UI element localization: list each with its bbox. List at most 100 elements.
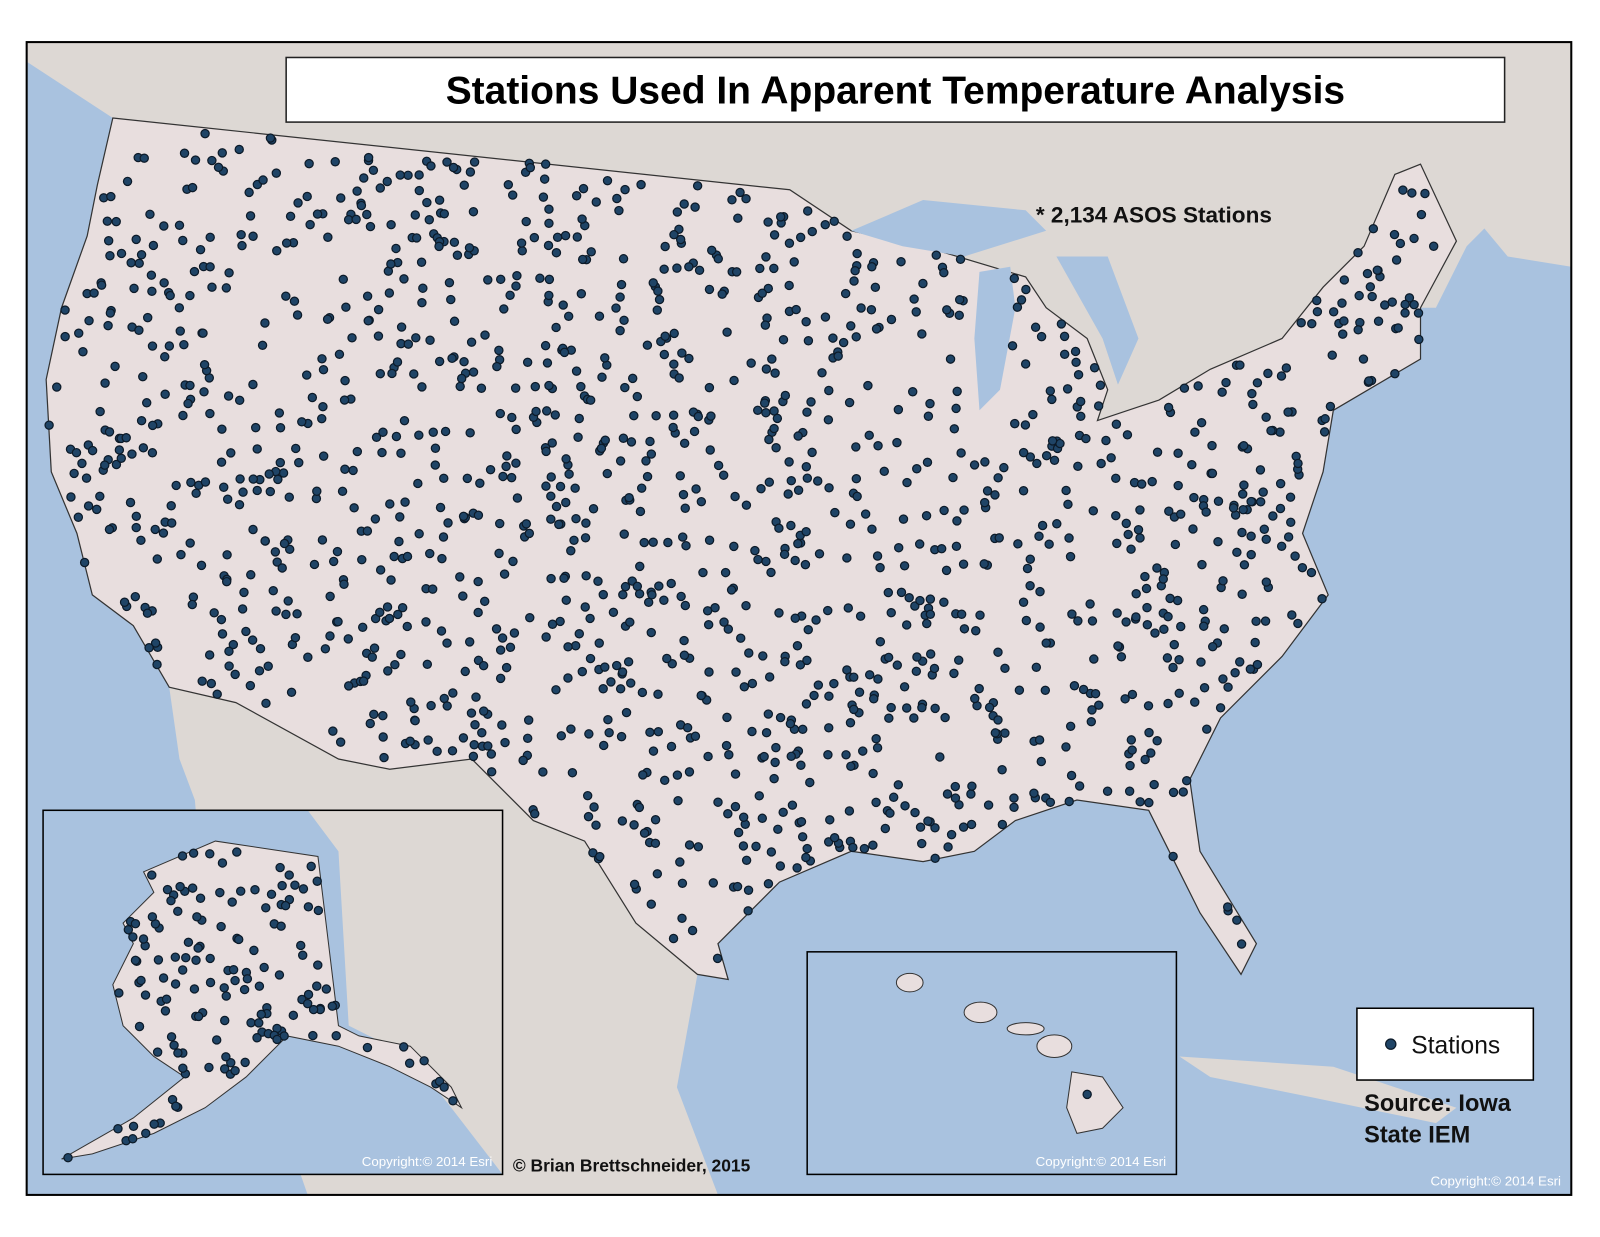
station: [273, 474, 283, 485]
station: [417, 297, 427, 308]
station: [713, 460, 724, 471]
station: [643, 597, 654, 608]
station: [338, 274, 349, 285]
station: [1251, 616, 1261, 627]
station: [673, 795, 683, 806]
station: [546, 491, 556, 501]
station: [1325, 401, 1336, 412]
station: [541, 406, 552, 416]
station: [618, 254, 629, 264]
station: [648, 746, 659, 756]
station: [1144, 797, 1154, 808]
station: [136, 535, 146, 546]
station: [351, 214, 361, 225]
station: [365, 718, 375, 729]
station: [719, 617, 729, 627]
station: [866, 305, 877, 315]
station: [495, 518, 505, 529]
station: [379, 752, 389, 763]
station: [635, 561, 645, 572]
station: [1306, 567, 1317, 578]
station: [551, 685, 561, 695]
station: [910, 807, 920, 818]
station: [1021, 284, 1031, 295]
station: [237, 240, 247, 251]
station: [901, 703, 912, 713]
station: [521, 216, 531, 227]
station: [659, 775, 670, 786]
station: [1025, 554, 1035, 564]
station: [227, 897, 237, 907]
station: [266, 889, 277, 900]
station: [369, 643, 380, 653]
station: [312, 209, 323, 219]
station: [128, 1121, 139, 1132]
station: [896, 587, 907, 598]
station: [802, 843, 812, 854]
station: [1283, 532, 1294, 542]
station: [1059, 349, 1070, 360]
station: [160, 352, 170, 362]
station: [293, 198, 303, 208]
station: [1420, 188, 1430, 199]
station: [698, 567, 708, 578]
station: [1031, 662, 1042, 673]
station: [741, 193, 751, 204]
station: [911, 666, 922, 677]
station: [469, 157, 480, 167]
station: [444, 277, 455, 288]
station: [89, 288, 99, 298]
station: [509, 628, 520, 638]
station: [639, 828, 650, 838]
station: [1248, 399, 1258, 410]
station: [921, 511, 932, 521]
station: [275, 423, 286, 433]
station: [1088, 506, 1099, 516]
station: [1143, 701, 1154, 711]
station: [275, 862, 285, 873]
station: [382, 176, 392, 187]
station: [276, 921, 286, 931]
station: [751, 841, 761, 852]
station: [574, 413, 584, 424]
station: [586, 247, 596, 257]
station: [798, 724, 808, 735]
station: [721, 740, 732, 751]
station: [303, 652, 313, 662]
station: [522, 733, 533, 744]
station: [518, 755, 528, 766]
station: [690, 731, 701, 741]
station: [1159, 624, 1169, 634]
station: [238, 487, 248, 497]
station: [1000, 728, 1010, 738]
station: [760, 320, 771, 330]
station: [183, 398, 193, 409]
station: [280, 900, 291, 911]
station: [660, 331, 670, 341]
station: [1082, 1089, 1092, 1100]
station: [588, 504, 599, 514]
station: [373, 304, 384, 315]
station: [951, 541, 962, 552]
station: [824, 385, 834, 396]
station: [173, 1048, 183, 1058]
station: [883, 587, 894, 598]
station: [636, 179, 646, 190]
station: [525, 612, 535, 623]
station: [1165, 593, 1175, 604]
station: [805, 777, 815, 788]
station: [842, 553, 852, 563]
big-island: [1066, 1071, 1124, 1134]
station: [747, 678, 758, 689]
station: [641, 456, 651, 466]
station: [375, 183, 386, 193]
station: [1246, 549, 1256, 560]
station: [226, 1058, 236, 1068]
station: [746, 358, 756, 368]
station: [103, 236, 114, 246]
station: [618, 589, 628, 600]
station: [1266, 425, 1276, 436]
station: [619, 529, 629, 539]
station: [438, 532, 449, 542]
station: [1111, 419, 1122, 429]
